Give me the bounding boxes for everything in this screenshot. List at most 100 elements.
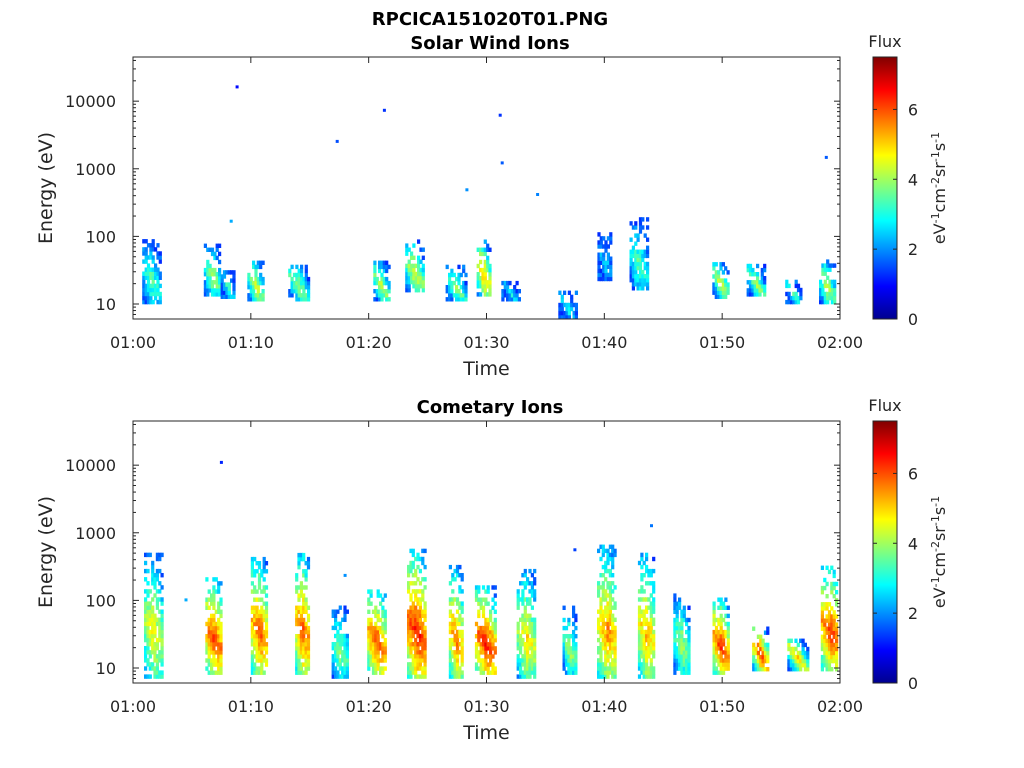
spectrogram-cell: [421, 629, 425, 635]
spectrogram-cell: [206, 247, 210, 252]
spectrogram-cell: [673, 662, 677, 667]
spectrogram-cell: [673, 621, 677, 627]
spectrogram-cell: [250, 634, 254, 639]
spectrogram-cell: [412, 271, 416, 277]
spectrogram-cell: [675, 629, 679, 635]
spectrogram-cell: [214, 589, 218, 594]
spectrogram-cell: [564, 662, 569, 667]
spectrogram-cell: [823, 585, 827, 591]
spectrogram-cell: [629, 253, 633, 259]
spectrogram-cell: [604, 658, 608, 663]
spectrogram-cell: [458, 601, 462, 606]
spectrogram-cell: [338, 646, 342, 651]
spectrogram-cell: [721, 262, 725, 267]
spectrogram-cell: [295, 642, 299, 647]
spectrogram-cell: [787, 667, 791, 672]
spectrogram-cell: [760, 280, 764, 285]
spectrogram-cell: [264, 609, 269, 614]
spectrogram-cell: [637, 654, 642, 659]
spectrogram-cell: [528, 629, 532, 635]
spectrogram-cell: [796, 650, 800, 656]
spectrogram-cell: [334, 658, 338, 663]
spectrogram-cell: [513, 297, 517, 302]
spectrogram-cell: [418, 674, 422, 679]
spectrogram-cell: [257, 658, 262, 663]
spectrogram-cell: [295, 577, 299, 582]
spectrogram-cell: [416, 577, 420, 582]
spectrogram-cell: [820, 634, 824, 639]
spectrogram-cell: [302, 601, 306, 606]
spectrogram-cell: [597, 256, 601, 261]
spectrogram-cell: [297, 272, 301, 278]
spectrogram-cell: [515, 293, 519, 298]
spectrogram-cell: [453, 597, 457, 602]
spectrogram-cell: [652, 585, 656, 590]
spectrogram-cell: [820, 646, 824, 652]
spectrogram-cell: [611, 544, 615, 549]
spectrogram-cell: [675, 621, 679, 627]
spectrogram-cell: [597, 625, 601, 631]
spectrogram-cell: [751, 267, 755, 273]
spectrogram-cell: [570, 298, 574, 304]
spectrogram-cell: [604, 268, 608, 274]
spectrogram-cell: [481, 650, 486, 655]
spectrogram-cell: [210, 617, 214, 623]
spectrogram-cell: [256, 293, 260, 298]
spectrogram-cell: [338, 625, 342, 631]
spectrogram-cell: [519, 637, 523, 643]
spectrogram-cell: [569, 662, 573, 667]
spectrogram-cell: [652, 605, 656, 610]
spectrogram-cell: [304, 569, 308, 574]
spectrogram-cell: [687, 650, 691, 655]
spectrogram-cell: [455, 293, 459, 298]
spectrogram-cell: [416, 642, 420, 647]
spectrogram-cell: [823, 271, 827, 276]
spectrogram-cell: [640, 637, 644, 643]
spectrogram-cell: [645, 564, 649, 570]
spectrogram-cell: [609, 272, 613, 278]
spectrogram-cell: [367, 662, 371, 667]
spectrogram-cell: [257, 625, 262, 631]
spectrogram-cell: [756, 634, 760, 639]
spectrogram-cell: [416, 654, 420, 659]
spectrogram-cell: [678, 634, 682, 639]
spectrogram-cell: [146, 613, 150, 618]
spectrogram-cell: [345, 650, 349, 655]
spectrogram-cell: [563, 310, 567, 316]
spectrogram-cell: [746, 263, 750, 269]
spectrogram-cell: [407, 625, 411, 631]
spectrogram-cell: [451, 650, 455, 655]
spectrogram-cell: [647, 646, 651, 651]
spectrogram-cell: [405, 279, 409, 285]
spectrogram-cell: [563, 302, 567, 308]
spectrogram-cell: [158, 650, 162, 655]
spectrogram-cell: [306, 561, 311, 566]
spectrogram-cell: [155, 658, 159, 663]
spectrogram-cell: [207, 650, 211, 655]
spectrogram-cell: [307, 289, 311, 294]
spectrogram-cell: [825, 667, 829, 672]
spectrogram-cell: [640, 666, 644, 671]
spectrogram-cell: [722, 662, 726, 667]
spectrogram-cell: [799, 638, 803, 643]
spectrogram-cell: [649, 609, 653, 614]
spectrogram-cell: [151, 637, 155, 643]
spectrogram-cell: [144, 613, 148, 618]
spectrogram-cell: [682, 662, 686, 667]
spectrogram-point: [219, 460, 223, 464]
spectrogram-cell: [153, 573, 157, 578]
spectrogram-cell: [219, 629, 223, 635]
spectrogram-cell: [407, 674, 411, 679]
spectrogram-cell: [302, 597, 306, 602]
spectrogram-cell: [642, 670, 646, 675]
spectrogram-cell: [606, 670, 610, 675]
spectrogram-cell: [491, 638, 495, 643]
spectrogram-cell: [493, 638, 497, 643]
spectrogram-cell: [649, 646, 653, 651]
spectrogram-cell: [712, 617, 716, 623]
spectrogram-cell: [385, 260, 389, 265]
spectrogram-cell: [479, 670, 483, 675]
spectrogram-cell: [414, 674, 418, 679]
spectrogram-cell: [376, 658, 380, 663]
spectrogram-cell: [417, 255, 421, 260]
